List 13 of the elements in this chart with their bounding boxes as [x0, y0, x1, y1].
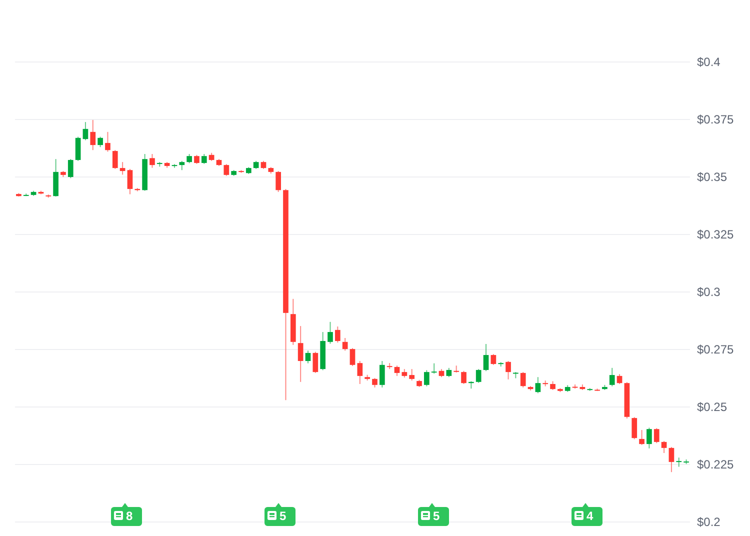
y-tick-label: $0.325: [697, 228, 734, 242]
y-tick-label: $0.4: [697, 55, 721, 70]
y-tick-label: $0.35: [697, 170, 728, 184]
y-tick-label: $0.3: [697, 285, 721, 300]
annotation: 8: [126, 509, 133, 523]
annotation: 5: [280, 509, 286, 523]
y-tick-label: $0.275: [697, 342, 734, 357]
y-tick-label: $0.375: [697, 112, 734, 127]
annotation: 5: [433, 509, 440, 523]
y-tick-label: $0.225: [697, 458, 734, 472]
y-tick-label: $0.2: [697, 515, 721, 530]
y-tick-label: $0.25: [697, 400, 728, 414]
annotation: 4: [586, 509, 594, 523]
